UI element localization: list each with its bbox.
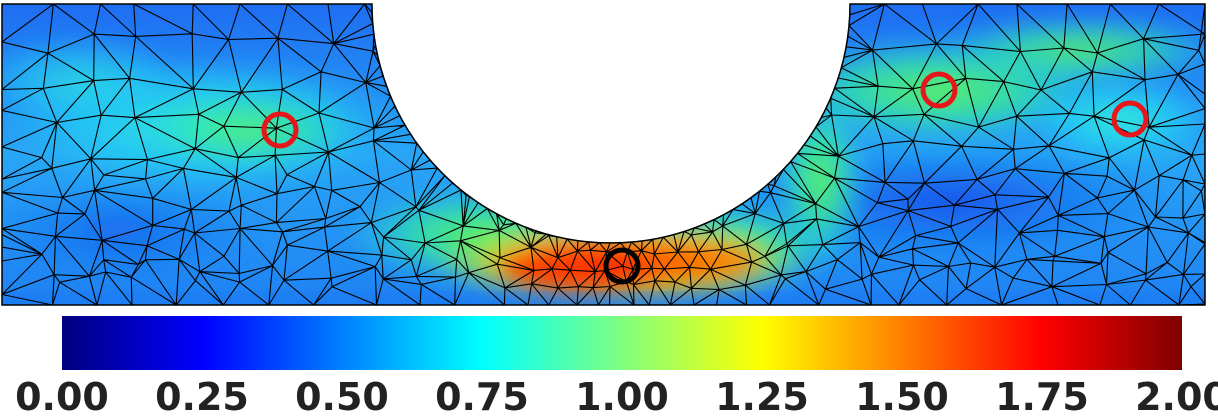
markers: [261, 71, 1149, 285]
colorbar-tick-label: 0.00: [15, 375, 109, 416]
black-marker: [603, 247, 641, 285]
domain-outline: [1, 3, 1206, 306]
triangle-mesh: [2, 4, 1205, 305]
colorbar-tick-label: 1.25: [715, 375, 809, 416]
red-marker: [920, 71, 958, 109]
colorbar-tick-label: 1.00: [575, 375, 669, 416]
mesh-edges: [2, 4, 1205, 305]
colorbar-tick-label: 0.25: [155, 375, 249, 416]
red-marker: [1111, 100, 1149, 138]
colorbar-tick-label: 0.75: [435, 375, 529, 416]
colorbar: 0.00 0.25 0.50 0.75 1.00 1.25 1.50 1.75 2.00: [15, 316, 1218, 416]
colorbar-gradient: [62, 316, 1182, 370]
red-marker: [261, 111, 299, 149]
colorbar-tick-label: 2.00: [1135, 375, 1218, 416]
colorbar-tick-label: 0.50: [295, 375, 389, 416]
colorbar-tick-label: 1.50: [855, 375, 949, 416]
colorbar-tick-label: 1.75: [995, 375, 1089, 416]
stress-field: [2, 4, 1205, 305]
